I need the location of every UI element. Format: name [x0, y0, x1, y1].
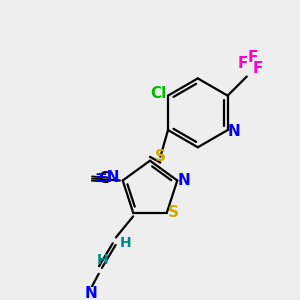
- Text: S: S: [168, 205, 179, 220]
- Text: F: F: [238, 56, 248, 70]
- Text: ≡N: ≡N: [94, 170, 119, 185]
- Text: N: N: [178, 173, 190, 188]
- Text: C: C: [98, 171, 109, 186]
- Text: N: N: [85, 286, 98, 300]
- Text: H: H: [120, 236, 131, 250]
- Text: Cl: Cl: [150, 86, 167, 101]
- Text: F: F: [253, 61, 263, 76]
- Text: F: F: [247, 50, 258, 65]
- Text: H: H: [97, 254, 108, 267]
- Text: S: S: [155, 149, 166, 164]
- Text: N: N: [228, 124, 241, 139]
